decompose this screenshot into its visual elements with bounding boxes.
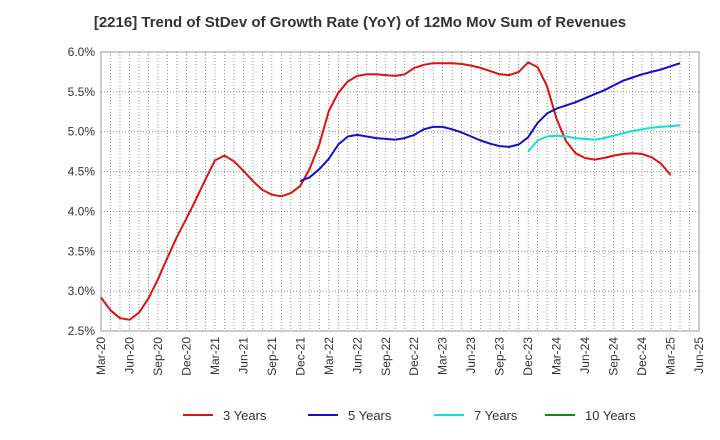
x-tick-label: Sep-21	[265, 337, 279, 376]
x-tick-label: Sep-24	[607, 337, 621, 376]
x-tick-label: Dec-21	[293, 337, 307, 376]
x-tick-label: Sep-22	[379, 337, 393, 376]
x-tick-label: Mar-20	[94, 337, 108, 375]
x-tick-label: Mar-21	[208, 337, 222, 375]
x-tick-label: Sep-20	[151, 337, 165, 376]
legend-label: 10 Years	[585, 408, 636, 423]
legend-item-3-years: 3 Years	[183, 408, 267, 423]
x-tick-label: Jun-21	[236, 337, 250, 374]
series-line-5-years	[299, 62, 681, 183]
series-line-7-years	[527, 124, 681, 153]
x-tick-label: Jun-24	[578, 337, 592, 374]
legend-label: 7 Years	[474, 408, 518, 423]
legend-item-5-years: 5 Years	[308, 408, 392, 423]
x-tick-label: Mar-22	[322, 337, 336, 375]
x-tick-label: Sep-23	[493, 337, 507, 376]
plot-area	[100, 51, 700, 332]
x-tick-label: Mar-23	[436, 337, 450, 375]
y-tick-label: 5.0%	[68, 125, 96, 139]
y-tick-label: 4.0%	[68, 204, 96, 218]
series-line-3-years	[100, 61, 672, 321]
x-tick-label: Jun-25	[692, 337, 706, 374]
y-tick-label: 3.0%	[68, 284, 96, 298]
y-tick-label: 5.5%	[68, 85, 96, 99]
legend-label: 3 Years	[223, 408, 267, 423]
y-tick-label: 4.5%	[68, 165, 96, 179]
x-tick-label: Dec-20	[179, 337, 193, 376]
y-tick-label: 2.5%	[68, 324, 96, 338]
y-tick-label: 6.0%	[68, 45, 96, 59]
x-tick-label: Dec-22	[407, 337, 421, 376]
x-tick-label: Mar-25	[664, 337, 678, 375]
x-tick-label: Jun-20	[122, 337, 136, 374]
x-tick-label: Dec-23	[521, 337, 535, 376]
x-tick-label: Mar-24	[550, 337, 564, 375]
x-tick-label: Dec-24	[635, 337, 649, 376]
y-tick-label: 3.5%	[68, 244, 96, 258]
x-tick-label: Jun-23	[464, 337, 478, 374]
x-tick-label: Jun-22	[350, 337, 364, 374]
legend-item-10-years: 10 Years	[545, 408, 636, 423]
legend-label: 5 Years	[348, 408, 392, 423]
chart-title: [2216] Trend of StDev of Growth Rate (Yo…	[93, 14, 627, 31]
legend-item-7-years: 7 Years	[434, 408, 518, 423]
